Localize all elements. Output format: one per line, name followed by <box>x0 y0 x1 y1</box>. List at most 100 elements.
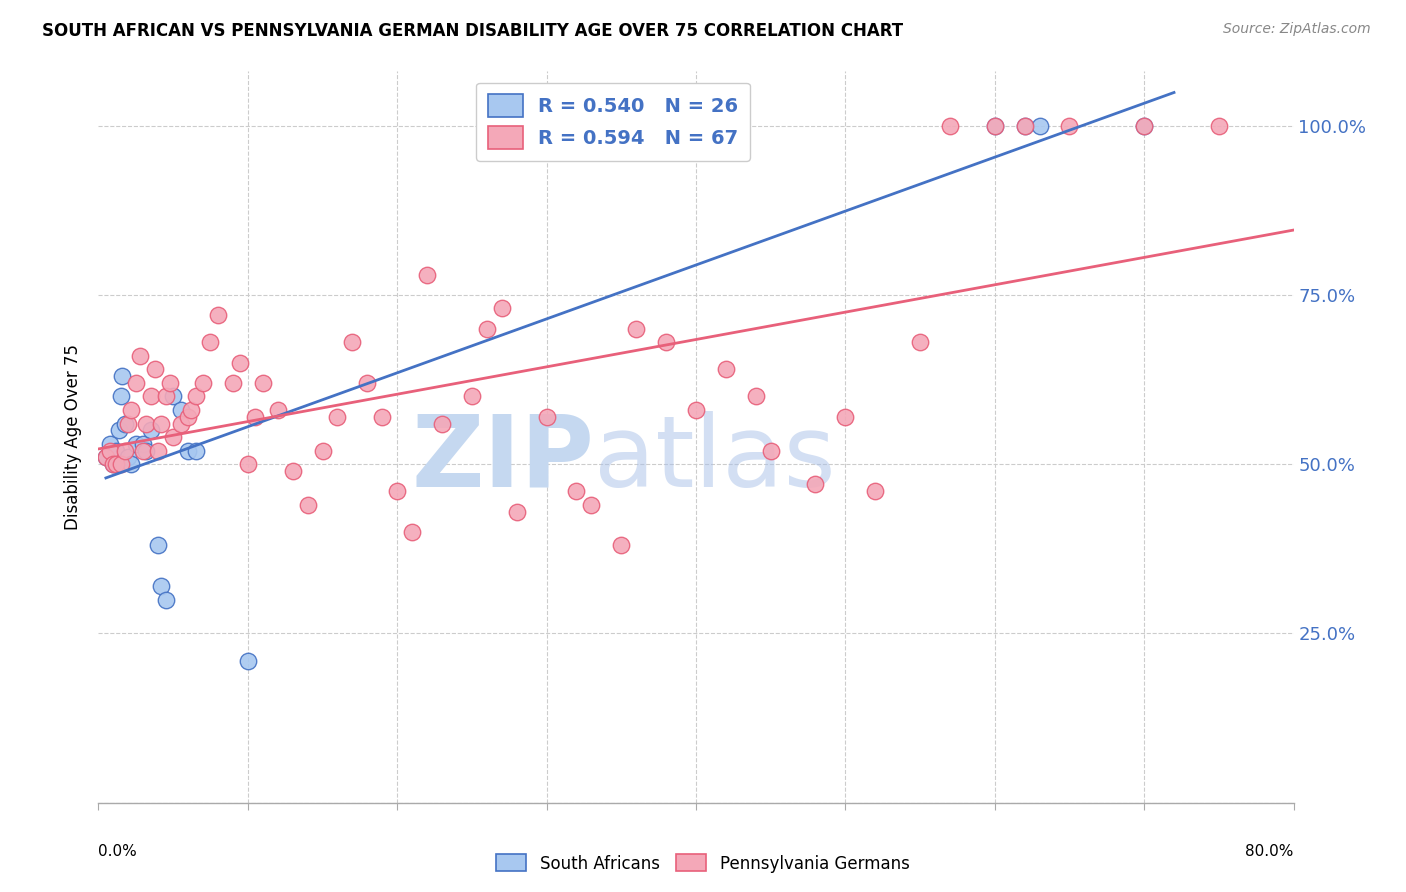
Point <box>267 403 290 417</box>
Point <box>281 464 304 478</box>
Point <box>581 498 603 512</box>
Point <box>120 403 142 417</box>
Point <box>865 484 887 499</box>
Point <box>1028 119 1050 133</box>
Point <box>984 119 1007 133</box>
Point <box>356 376 378 390</box>
Point <box>184 443 207 458</box>
Point <box>117 450 139 465</box>
Point <box>908 335 931 350</box>
Point <box>506 505 529 519</box>
Point <box>1208 119 1230 133</box>
Point <box>169 403 191 417</box>
Point <box>939 119 962 133</box>
Legend: R = 0.540   N = 26, R = 0.594   N = 67: R = 0.540 N = 26, R = 0.594 N = 67 <box>477 83 751 161</box>
Point <box>162 430 184 444</box>
Point <box>98 443 122 458</box>
Point <box>222 376 245 390</box>
Point <box>371 409 394 424</box>
Text: 0.0%: 0.0% <box>98 845 138 860</box>
Point <box>139 423 162 437</box>
Point <box>297 498 319 512</box>
Point <box>245 409 267 424</box>
Point <box>1014 119 1036 133</box>
Text: SOUTH AFRICAN VS PENNSYLVANIA GERMAN DISABILITY AGE OVER 75 CORRELATION CHART: SOUTH AFRICAN VS PENNSYLVANIA GERMAN DIS… <box>42 22 903 40</box>
Point <box>159 376 181 390</box>
Point <box>311 443 333 458</box>
Text: Source: ZipAtlas.com: Source: ZipAtlas.com <box>1223 22 1371 37</box>
Point <box>105 457 128 471</box>
Point <box>834 409 856 424</box>
Point <box>155 389 177 403</box>
Point <box>536 409 558 424</box>
Point <box>135 417 157 431</box>
Point <box>114 417 136 431</box>
Point <box>401 524 423 539</box>
Point <box>162 389 184 403</box>
Point <box>148 443 170 458</box>
Point <box>491 301 513 316</box>
Point <box>252 376 274 390</box>
Point <box>207 308 229 322</box>
Point <box>148 538 170 552</box>
Point <box>103 457 125 471</box>
Point <box>610 538 633 552</box>
Point <box>685 403 707 417</box>
Point <box>1059 119 1081 133</box>
Point <box>385 484 409 499</box>
Y-axis label: Disability Age Over 75: Disability Age Over 75 <box>65 344 83 530</box>
Text: ZIP: ZIP <box>412 410 595 508</box>
Point <box>626 322 648 336</box>
Point <box>117 417 139 431</box>
Legend: South Africans, Pennsylvania Germans: South Africans, Pennsylvania Germans <box>489 847 917 880</box>
Point <box>150 579 173 593</box>
Point <box>177 409 200 424</box>
Point <box>184 389 207 403</box>
Point <box>430 417 453 431</box>
Point <box>132 437 155 451</box>
Point <box>94 450 117 465</box>
Point <box>110 389 132 403</box>
Point <box>745 389 768 403</box>
Point <box>103 457 125 471</box>
Point <box>191 376 214 390</box>
Point <box>475 322 498 336</box>
Point <box>114 443 136 458</box>
Point <box>169 417 191 431</box>
Point <box>125 437 148 451</box>
Point <box>180 403 202 417</box>
Point <box>150 417 173 431</box>
Point <box>94 450 117 465</box>
Point <box>120 457 142 471</box>
Point <box>759 443 782 458</box>
Point <box>177 443 200 458</box>
Point <box>714 362 737 376</box>
Point <box>110 457 132 471</box>
Point <box>139 389 162 403</box>
Point <box>804 477 827 491</box>
Point <box>236 457 259 471</box>
Text: 80.0%: 80.0% <box>1246 845 1294 860</box>
Point <box>1133 119 1156 133</box>
Point <box>200 335 222 350</box>
Point <box>98 437 122 451</box>
Point <box>236 654 259 668</box>
Point <box>655 335 678 350</box>
Point <box>342 335 364 350</box>
Point <box>108 423 131 437</box>
Point <box>111 369 134 384</box>
Point <box>461 389 484 403</box>
Text: atlas: atlas <box>595 410 837 508</box>
Point <box>143 362 166 376</box>
Point <box>135 443 157 458</box>
Point <box>416 268 439 282</box>
Point <box>1133 119 1156 133</box>
Point <box>326 409 349 424</box>
Point <box>565 484 588 499</box>
Point <box>125 376 148 390</box>
Point <box>1014 119 1036 133</box>
Point <box>132 443 155 458</box>
Point <box>129 349 152 363</box>
Point <box>984 119 1007 133</box>
Point <box>229 355 252 369</box>
